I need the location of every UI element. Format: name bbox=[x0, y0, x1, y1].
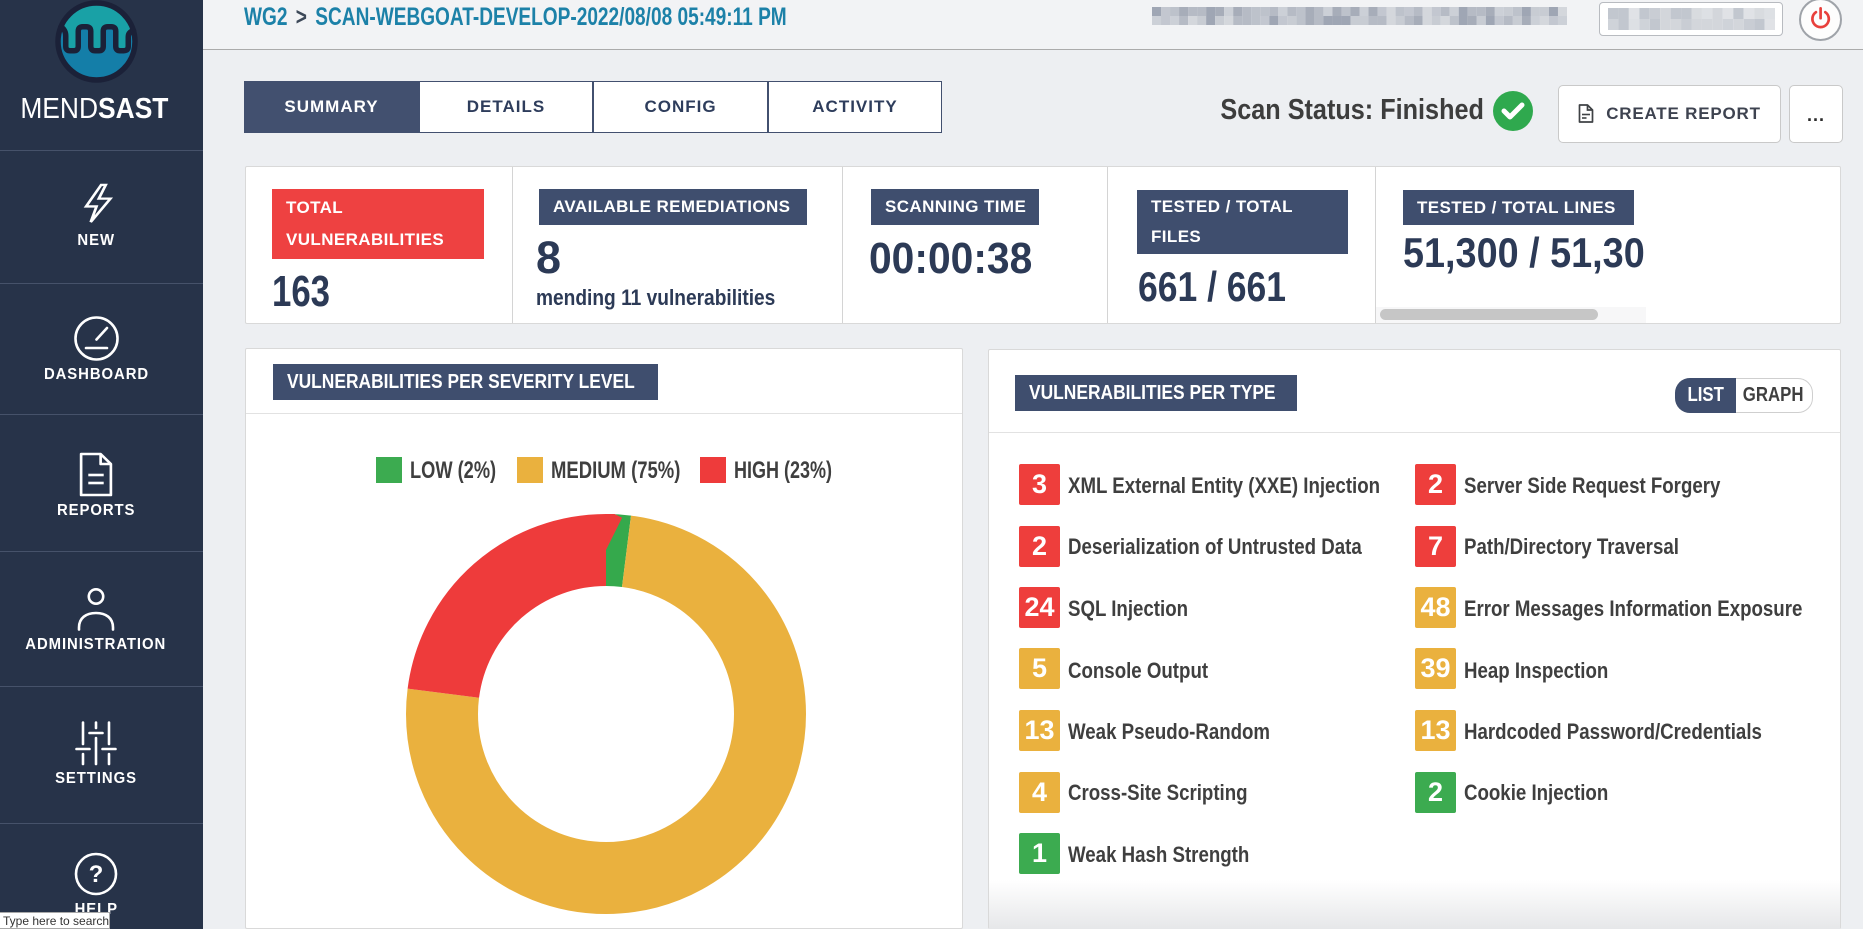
svg-text:?: ? bbox=[89, 861, 104, 888]
